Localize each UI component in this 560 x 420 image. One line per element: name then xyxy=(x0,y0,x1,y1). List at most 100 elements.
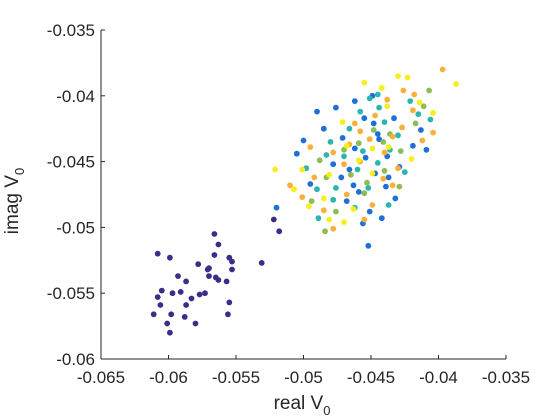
data-point xyxy=(395,132,401,139)
data-point xyxy=(416,99,423,106)
point-group-orange xyxy=(287,66,446,232)
y-tick-label: -0.04 xyxy=(56,87,95,106)
data-point xyxy=(376,136,382,143)
data-point xyxy=(399,124,405,131)
data-point xyxy=(311,174,318,181)
data-point xyxy=(169,290,176,297)
data-point xyxy=(272,166,278,173)
data-point xyxy=(370,120,377,127)
data-point xyxy=(350,206,357,212)
data-point xyxy=(326,216,333,223)
data-point xyxy=(273,204,280,211)
data-point xyxy=(293,150,300,157)
data-point xyxy=(439,66,446,73)
data-point xyxy=(175,273,181,279)
data-point xyxy=(389,133,396,140)
data-point xyxy=(196,291,203,298)
data-point xyxy=(351,120,358,127)
data-point xyxy=(423,146,430,153)
data-point xyxy=(229,258,235,265)
data-point xyxy=(366,136,373,143)
data-point xyxy=(158,287,165,294)
y-axis-label-main: imag V xyxy=(2,175,23,234)
data-point xyxy=(378,85,385,91)
data-point xyxy=(330,225,337,232)
data-point xyxy=(314,108,320,115)
data-point xyxy=(400,87,407,94)
x-tick-label: -0.055 xyxy=(212,368,260,387)
data-point xyxy=(341,153,347,160)
x-axis-label-subscript: 0 xyxy=(323,403,330,418)
x-tick-label: -0.05 xyxy=(284,368,323,387)
data-point xyxy=(391,115,397,122)
data-point xyxy=(357,128,364,135)
data-point xyxy=(397,148,404,155)
data-point xyxy=(320,207,327,214)
data-point xyxy=(181,314,188,320)
data-point xyxy=(322,228,328,235)
data-point xyxy=(202,290,208,297)
data-point xyxy=(154,250,161,257)
data-point xyxy=(341,161,347,168)
data-point xyxy=(351,145,358,152)
data-point xyxy=(276,228,283,235)
x-tick-label: -0.06 xyxy=(149,368,188,387)
data-point xyxy=(206,273,212,279)
data-point xyxy=(389,182,396,189)
data-point xyxy=(361,79,368,86)
data-point xyxy=(333,104,339,111)
data-point xyxy=(150,311,157,318)
data-point xyxy=(195,261,202,268)
data-point xyxy=(164,320,171,327)
x-tick-label: -0.035 xyxy=(482,368,530,387)
data-point xyxy=(343,198,350,205)
data-point xyxy=(410,107,416,114)
data-point xyxy=(308,198,315,205)
data-point xyxy=(369,145,376,152)
data-point xyxy=(341,219,347,226)
data-point xyxy=(177,289,184,295)
data-point xyxy=(299,194,306,201)
data-point xyxy=(323,152,330,158)
data-point xyxy=(327,139,334,145)
data-point xyxy=(287,182,293,189)
data-point xyxy=(330,196,337,203)
data-point xyxy=(411,91,418,98)
data-point xyxy=(395,73,401,79)
data-point xyxy=(223,278,230,285)
data-point xyxy=(291,186,297,193)
data-point xyxy=(346,125,353,132)
data-point xyxy=(361,115,368,122)
data-point xyxy=(410,142,416,149)
data-point xyxy=(384,96,391,103)
data-point xyxy=(378,215,385,222)
y-tick-label: -0.055 xyxy=(47,284,95,303)
data-point xyxy=(215,241,222,248)
data-point xyxy=(385,174,392,181)
x-tick-label: -0.04 xyxy=(419,368,458,387)
data-point xyxy=(229,266,235,273)
data-point xyxy=(369,202,376,208)
x-axis-label: real V0 xyxy=(274,393,331,418)
y-tick-label: -0.045 xyxy=(47,153,95,172)
data-point xyxy=(383,183,389,190)
data-point xyxy=(226,299,233,306)
point-group-teal xyxy=(303,91,434,222)
data-point xyxy=(374,91,381,98)
x-axis-label-main: real V xyxy=(274,393,324,414)
data-point xyxy=(415,111,422,118)
data-point xyxy=(365,185,372,191)
data-point xyxy=(360,148,366,155)
y-tick-label: -0.035 xyxy=(47,21,95,40)
data-point xyxy=(215,277,222,283)
data-point xyxy=(211,231,218,237)
data-point xyxy=(183,278,190,285)
data-point xyxy=(333,208,339,215)
data-point xyxy=(350,182,357,189)
data-point xyxy=(188,295,195,302)
data-point xyxy=(426,87,432,94)
data-point xyxy=(183,302,190,308)
data-point xyxy=(404,74,411,81)
data-point xyxy=(366,95,373,102)
data-point xyxy=(381,149,388,156)
